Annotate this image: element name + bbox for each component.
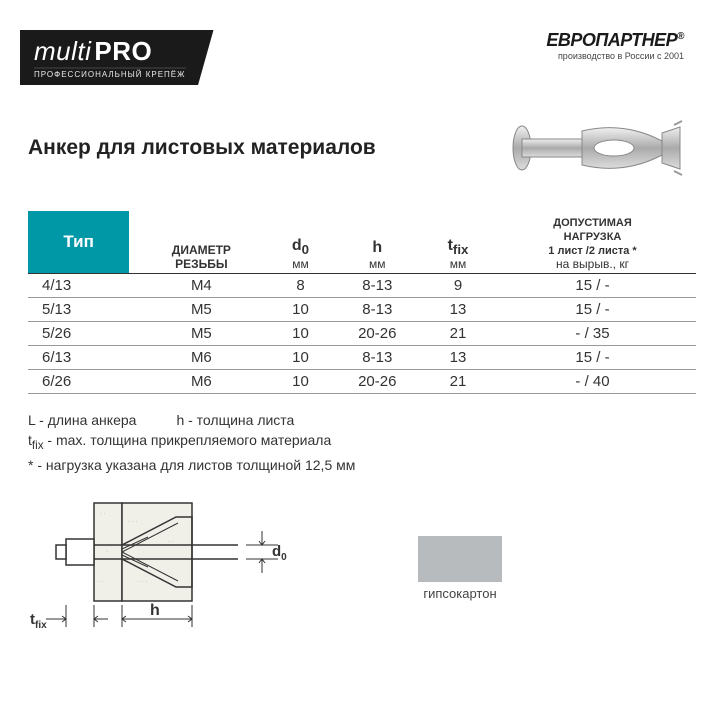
- legend: L - длина анкераh - толщина листа tfix -…: [0, 404, 724, 481]
- svg-text:·: ·: [106, 549, 108, 555]
- material-block: гипсокартон: [418, 536, 502, 601]
- logo-tagline: ПРОФЕССИОНАЛЬНЫЙ КРЕПЁЖ: [34, 67, 186, 79]
- table-body: 4/13 М4 8 8-13 9 15 / - 5/13 М5 10 8-13 …: [28, 274, 696, 394]
- header: multiPRO ПРОФЕССИОНАЛЬНЫЙ КРЕПЁЖ ЕВРОПАР…: [0, 0, 724, 105]
- material-swatch: [418, 536, 502, 582]
- page-title: Анкер для листовых материалов: [28, 136, 376, 160]
- registered-mark: ®: [677, 31, 684, 42]
- svg-text:· ·: · ·: [100, 511, 106, 517]
- table-header: Тип ДИАМЕТР РЕЗЬБЫ d0 мм h мм tfix мм ДО…: [28, 211, 696, 274]
- logo-multi: multi: [34, 36, 91, 66]
- col-d0: d0 мм: [273, 211, 327, 274]
- install-diagram: · · · · · · · · · · · · · d0 tfix h: [28, 493, 328, 643]
- svg-text:d0: d0: [272, 543, 287, 563]
- col-load: ДОПУСТИМАЯ НАГРУЗКА 1 лист /2 листа * на…: [489, 211, 696, 274]
- legend-line-3: * - нагрузка указана для листов толщиной…: [28, 455, 696, 475]
- svg-text:tfix: tfix: [30, 611, 47, 631]
- table-row: 4/13 М4 8 8-13 9 15 / -: [28, 274, 696, 298]
- svg-text:h: h: [150, 602, 160, 619]
- table-row: 6/13 М6 10 8-13 13 15 / -: [28, 346, 696, 370]
- logo-pro: PRO: [94, 36, 152, 66]
- right-brand: ЕВРОПАРТНЕР®: [546, 30, 684, 51]
- logo-brand: multiPRO: [34, 36, 152, 66]
- legend-line-1: L - длина анкераh - толщина листа: [28, 410, 696, 430]
- col-thread: ДИАМЕТР РЕЗЬБЫ: [129, 211, 273, 274]
- col-h: h мм: [328, 211, 428, 274]
- svg-text:· · ·: · · ·: [138, 579, 147, 585]
- bottom-row: · · · · · · · · · · · · · d0 tfix h гипсокарт…: [0, 481, 724, 655]
- logo-europartner: ЕВРОПАРТНЕР® производство в России с 200…: [546, 30, 684, 61]
- anchor-illustration: [504, 117, 684, 179]
- logo-multipro: multiPRO ПРОФЕССИОНАЛЬНЫЙ КРЕПЁЖ: [20, 30, 214, 85]
- table-row: 5/13 М5 10 8-13 13 15 / -: [28, 298, 696, 322]
- svg-text:· ·: · ·: [98, 579, 104, 585]
- title-row: Анкер для листовых материалов: [0, 105, 724, 197]
- svg-text:· · ·: · · ·: [128, 519, 137, 525]
- table-row: 5/26 М5 10 20-26 21 - / 35: [28, 322, 696, 346]
- col-type: Тип: [28, 211, 129, 274]
- right-tagline: производство в России с 2001: [546, 51, 684, 61]
- table-row: 6/26 М6 10 20-26 21 - / 40: [28, 370, 696, 394]
- spec-table: Тип ДИАМЕТР РЕЗЬБЫ d0 мм h мм tfix мм ДО…: [28, 211, 696, 394]
- material-label: гипсокартон: [418, 586, 502, 601]
- svg-text:· ·: · ·: [168, 539, 174, 545]
- right-brand-text: ЕВРОПАРТНЕР: [546, 30, 677, 50]
- legend-line-2: tfix - max. толщина прикрепляемого матер…: [28, 430, 696, 455]
- col-tfix: tfix мм: [427, 211, 489, 274]
